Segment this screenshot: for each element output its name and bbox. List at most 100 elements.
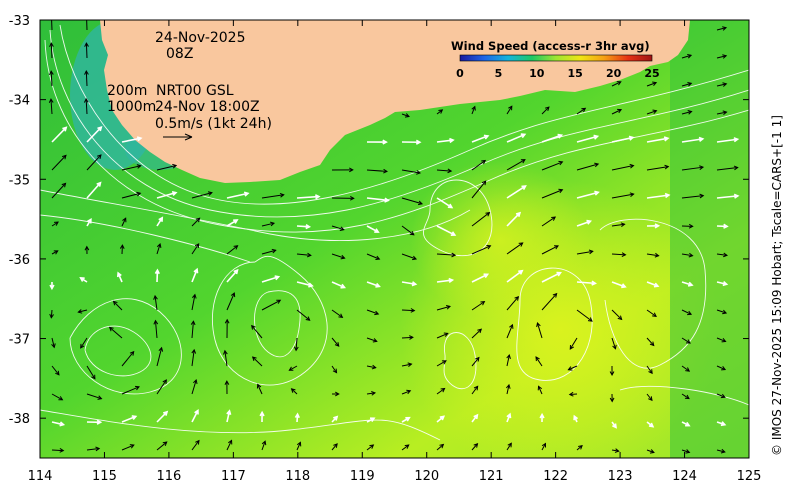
current-arrow-icon (86, 181, 102, 199)
current-arrow-icon (401, 139, 422, 145)
current-arrow-icon (121, 350, 135, 367)
lon-tick-label: 123 (608, 469, 633, 484)
contour-line (516, 267, 593, 381)
current-arrow-icon (331, 391, 340, 397)
current-arrow-icon (401, 335, 414, 340)
current-arrow-icon (190, 320, 196, 339)
current-arrow-icon (506, 133, 527, 143)
current-arrow-icon (611, 192, 635, 199)
lon-tick-label: 116 (156, 469, 181, 484)
legend-tick-label: 15 (568, 67, 583, 80)
current-arrow-icon (576, 309, 593, 322)
current-arrow-icon (366, 391, 377, 396)
current-arrow-icon (49, 42, 54, 59)
current-arrow-icon (436, 332, 449, 339)
current-arrow-icon (471, 442, 479, 451)
current-arrow-icon (223, 349, 228, 367)
current-arrow-icon (261, 299, 282, 311)
current-arrow-icon (48, 98, 54, 115)
current-arrow-icon (51, 337, 56, 349)
current-arrow-icon (294, 412, 300, 423)
current-arrow-icon (716, 165, 739, 171)
current-arrow-icon (224, 318, 230, 339)
current-arrow-icon (293, 337, 299, 352)
current-arrow-icon (436, 252, 457, 258)
current-arrow-icon (86, 365, 96, 380)
current-arrow-icon (86, 125, 103, 143)
current-arrow-icon (261, 192, 285, 199)
current-arrow-icon (569, 337, 578, 350)
current-arrow-icon (716, 223, 729, 229)
current-arrow-icon (121, 444, 135, 451)
current-arrow-icon (681, 252, 694, 258)
current-arrow-icon (576, 162, 600, 171)
current-arrow-icon (121, 415, 138, 423)
current-arrow-icon (331, 167, 354, 173)
current-arrow-icon (261, 221, 276, 227)
lon-tick-label: 117 (221, 469, 246, 484)
current-arrow-icon (716, 193, 740, 199)
current-arrow-icon (121, 136, 143, 143)
current-arrow-icon (401, 444, 410, 451)
current-arrow-icon (646, 252, 660, 258)
current-arrow-icon (506, 323, 514, 339)
current-arrow-icon (506, 412, 512, 423)
lat-tick-label: -36 (9, 253, 30, 268)
current-arrow-icon (506, 242, 524, 255)
current-arrow-icon (51, 20, 53, 31)
contour-line (211, 255, 328, 386)
contour-line (59, 24, 749, 205)
current-arrow-icon (471, 245, 492, 255)
current-arrow-icon (84, 245, 90, 255)
current-arrow-icon (156, 346, 164, 367)
current-arrow-icon (506, 185, 527, 199)
product-name: NRT00 GSL (156, 83, 234, 99)
lat-tick-label: -37 (9, 333, 30, 348)
current-arrow-icon (505, 383, 511, 395)
current-arrow-icon (436, 109, 444, 115)
current-arrow-icon (226, 191, 250, 199)
current-arrow-icon (611, 281, 627, 289)
current-arrow-icon (471, 134, 490, 143)
contour-line (84, 325, 152, 377)
current-arrow-icon (191, 409, 199, 423)
current-arrow-icon (49, 309, 54, 319)
current-arrow-icon (366, 281, 381, 288)
current-arrow-icon (191, 267, 199, 283)
current-arrow-icon (541, 106, 550, 115)
lon-tick-label: 121 (479, 469, 504, 484)
current-arrow-icon (471, 301, 486, 311)
legend-title: Wind Speed (access-r 3hr avg) (451, 39, 650, 53)
current-arrow-icon (251, 324, 263, 339)
current-arrow-icon (506, 105, 513, 115)
current-arrow-icon (541, 188, 564, 199)
current-arrow-icon (401, 225, 415, 236)
current-arrow-icon (611, 108, 623, 115)
current-arrow-icon (366, 225, 380, 233)
current-arrow-icon (471, 385, 479, 395)
current-arrow-icon (611, 421, 617, 429)
current-arrow-icon (506, 159, 526, 171)
current-arrow-icon (191, 348, 197, 367)
current-arrow-icon (153, 319, 159, 339)
current-arrow-icon (401, 253, 418, 261)
current-arrow-icon (681, 365, 691, 372)
lat-tick-label: -35 (9, 173, 30, 188)
current-arrow-icon (224, 380, 230, 395)
current-arrow-icon (259, 410, 265, 423)
contour-line (619, 385, 749, 406)
current-arrow-icon (401, 389, 412, 395)
contour-line (69, 298, 182, 395)
contour-line (40, 214, 251, 263)
y-axis-latitude: -33 -34 -35 -36 -37 -38 (9, 14, 749, 427)
current-arrow-icon (646, 136, 670, 143)
map-date: 24-Nov-2025 (155, 30, 246, 46)
x-axis-longitude: 114 115 116 117 118 119 120 121 122 123 124 125 (28, 20, 761, 484)
current-arrow-icon (535, 356, 543, 367)
current-arrow-icon (153, 294, 158, 311)
current-arrow-icon (506, 442, 512, 451)
current-arrow-icon (331, 337, 340, 347)
current-arrow-icon (611, 163, 635, 171)
current-arrow-icon (436, 360, 447, 367)
current-arrow-icon (436, 137, 455, 144)
